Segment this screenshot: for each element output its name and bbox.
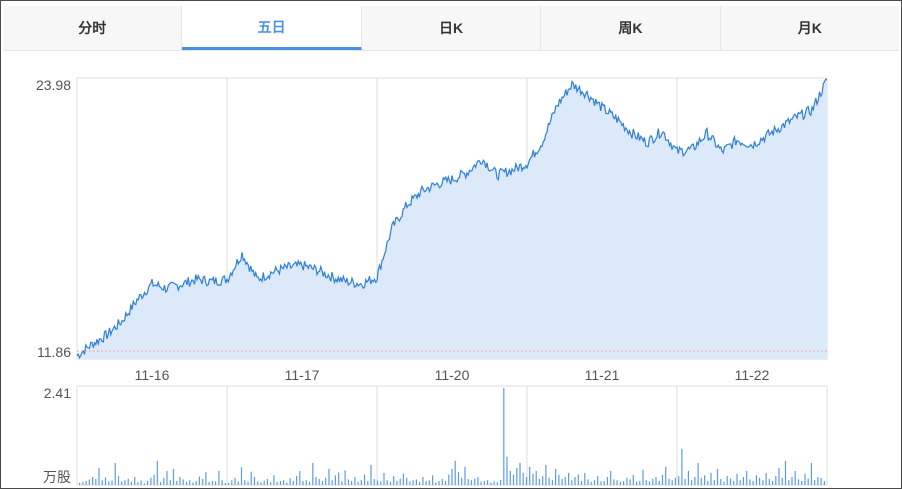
tab-five-day[interactable]: 五日 — [182, 6, 362, 50]
price-area — [77, 79, 827, 359]
tab-intraday[interactable]: 分时 — [3, 6, 183, 50]
price-line — [76, 78, 828, 360]
day-label: 11-16 — [135, 367, 170, 383]
price-max-label: 23.98 — [36, 77, 71, 93]
day-label: 11-22 — [735, 367, 770, 383]
day-label: 11-17 — [285, 367, 320, 383]
tab-daily-k[interactable]: 日K — [362, 6, 542, 50]
volume-bars — [78, 388, 826, 485]
volume-max-label: 2.41 — [44, 385, 71, 401]
day-label: 11-21 — [585, 367, 620, 383]
tab-weekly-k[interactable]: 周K — [541, 6, 721, 50]
volume-unit-label: 万股 — [43, 469, 71, 485]
price-min-label: 11.86 — [37, 344, 71, 360]
period-tabs: 分时 五日 日K 周K 月K — [3, 6, 899, 51]
day-labels: 11-16 11-17 11-20 11-21 11-22 — [135, 367, 770, 383]
day-label: 11-20 — [435, 367, 470, 383]
tab-monthly-k[interactable]: 月K — [797, 20, 822, 36]
